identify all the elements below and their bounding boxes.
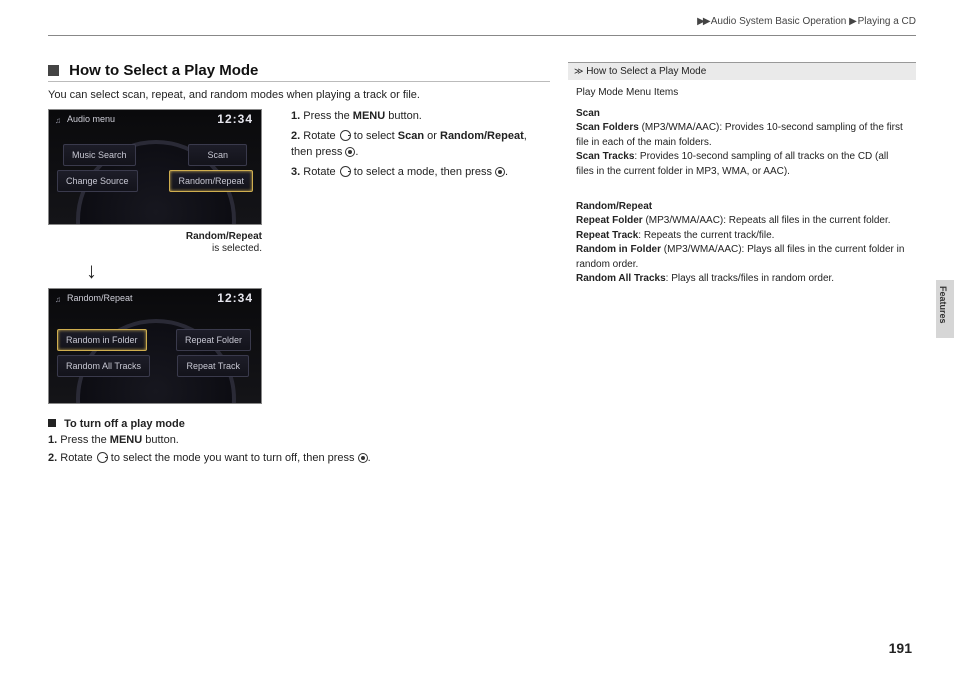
caption-bold: Random/Repeat (186, 231, 262, 242)
music-note-icon: ♫ (55, 295, 61, 304)
sidebar-random-all-tracks: Random All Tracks: Plays all tracks/file… (576, 272, 908, 287)
intro-text: You can select scan, repeat, and random … (48, 88, 550, 103)
breadcrumb: ▶▶ Audio System Basic Operation ▶ Playin… (48, 16, 916, 33)
sidebar-scan-heading: Scan (576, 107, 908, 122)
press-button-icon (495, 167, 505, 177)
screen-title: Audio menu (67, 114, 115, 124)
menu-opt-scan: Scan (188, 144, 247, 166)
rotate-dial-icon (339, 131, 351, 140)
menu-opt-random-all-tracks: Random All Tracks (57, 355, 150, 377)
menu-opt-change-source: Change Source (57, 170, 138, 192)
breadcrumb-arrow-icon: ▶ (849, 16, 855, 27)
sidebar-rr-heading: Random/Repeat (576, 200, 908, 215)
step-2: 2. Rotate to select Scan or Random/Repea… (291, 129, 550, 161)
sidebar-repeat-folder: Repeat Folder (MP3/WMA/AAC): Repeats all… (576, 214, 908, 229)
screenshot-audio-menu: ♫ Audio menu 12:34 Music Search Scan Cha… (48, 109, 262, 225)
section-heading-row: How to Select a Play Mode (48, 62, 550, 82)
caption: Random/Repeat is selected. (48, 231, 262, 256)
sidebar-line: Play Mode Menu Items (576, 86, 908, 101)
step-3: 3. Rotate to select a mode, then press . (291, 165, 550, 181)
breadcrumb-seg1: Audio System Basic Operation (711, 16, 847, 27)
menu-opt-music-search: Music Search (63, 144, 136, 166)
square-bullet-icon (48, 419, 56, 427)
section-heading: How to Select a Play Mode (69, 62, 258, 79)
caption-text: is selected. (212, 243, 262, 254)
menu-opt-repeat-track: Repeat Track (177, 355, 249, 377)
subsection-heading: To turn off a play mode (48, 418, 550, 430)
press-button-icon (345, 147, 355, 157)
sub-step-1: 1. Press the MENU button. (48, 432, 550, 449)
side-tab: Features (936, 280, 954, 338)
side-tab-label: Features (938, 286, 948, 324)
step-1: 1. Press the MENU button. (291, 109, 550, 125)
screen-clock: 12:34 (217, 112, 253, 126)
rotate-dial-icon (96, 453, 108, 462)
rotate-dial-icon (339, 167, 351, 176)
sidebar-random-in-folder: Random in Folder (MP3/WMA/AAC): Plays al… (576, 243, 908, 272)
square-bullet-icon (48, 65, 59, 76)
press-button-icon (358, 453, 368, 463)
sub-step-2: 2. Rotate to select the mode you want to… (48, 450, 550, 467)
menu-opt-random-repeat: Random/Repeat (169, 170, 253, 192)
music-note-icon: ♫ (55, 116, 61, 125)
divider (48, 35, 916, 36)
sidebar-scan-tracks: Scan Tracks: Provides 10-second sampling… (576, 150, 908, 179)
sidebar-scan-folders: Scan Folders (MP3/WMA/AAC): Provides 10-… (576, 121, 908, 150)
breadcrumb-arrow-icon: ▶▶ (697, 16, 708, 27)
sidebar-arrow-icon: ≫ (574, 66, 581, 76)
page-number: 191 (889, 640, 912, 656)
sidebar-title: ≫ How to Select a Play Mode (568, 62, 916, 80)
screen-clock: 12:34 (217, 291, 253, 305)
sidebar-body: Play Mode Menu Items Scan Scan Folders (… (568, 80, 916, 299)
screenshot-random-repeat: ♫ Random/Repeat 12:34 Random in Folder R… (48, 288, 262, 404)
menu-opt-repeat-folder: Repeat Folder (176, 329, 251, 351)
breadcrumb-seg2: Playing a CD (858, 16, 916, 27)
down-arrow-icon: ↓ (86, 258, 283, 284)
menu-opt-random-in-folder: Random in Folder (57, 329, 147, 351)
sidebar-repeat-track: Repeat Track: Repeats the current track/… (576, 229, 908, 244)
screen-title: Random/Repeat (67, 293, 133, 303)
